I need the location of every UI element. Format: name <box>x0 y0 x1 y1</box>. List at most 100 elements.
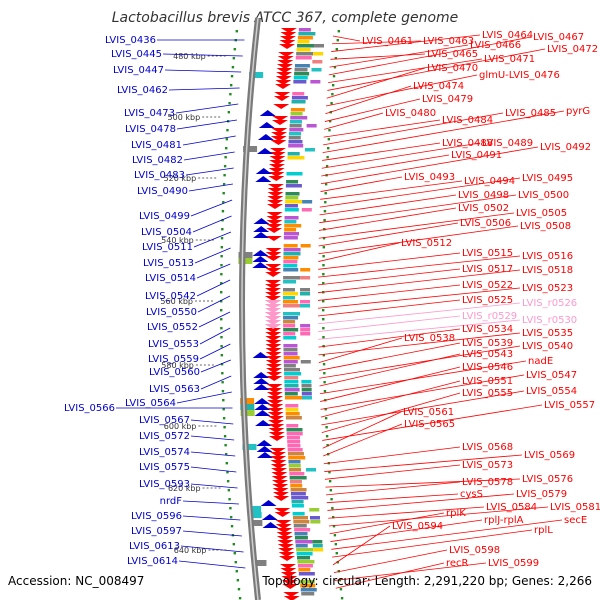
left-gene-label[interactable]: LVIS_0462 <box>117 85 168 96</box>
right-gene-label[interactable]: LVIS_0522 <box>462 280 513 291</box>
left-gene-label[interactable]: LVIS_0567 <box>139 415 190 426</box>
left-gene-label[interactable]: LVIS_0483 <box>134 170 185 181</box>
left-gene-label[interactable]: LVIS_0481 <box>131 140 182 151</box>
right-gene-label[interactable]: LVIS_0515 <box>462 248 513 259</box>
right-gene-label[interactable]: LVIS_0573 <box>462 460 513 471</box>
right-gene-label[interactable]: recR <box>446 558 469 569</box>
right-gene-label[interactable]: LVIS_0516 <box>522 251 573 262</box>
right-gene-label[interactable]: LVIS_0506 <box>460 218 511 229</box>
left-gene-label[interactable]: LVIS_0514 <box>145 273 196 284</box>
right-gene-label[interactable]: LVIS_0492 <box>540 142 591 153</box>
right-gene-label[interactable]: LVIS_0523 <box>522 283 573 294</box>
right-gene-label[interactable]: LVIS_0557 <box>544 400 595 411</box>
right-gene-label[interactable]: LVIS_0598 <box>449 545 500 556</box>
right-gene-label[interactable]: LVIS_0493 <box>404 172 455 183</box>
left-gene-label[interactable]: LVIS_0436 <box>105 35 156 46</box>
right-gene-label[interactable]: LVIS_0540 <box>522 341 573 352</box>
right-gene-label[interactable]: LVIS_0508 <box>520 221 571 232</box>
right-gene-label[interactable]: LVIS_0551 <box>462 376 513 387</box>
left-gene-label[interactable]: LVIS_0482 <box>132 155 183 166</box>
left-gene-label[interactable]: LVIS_0490 <box>137 186 188 197</box>
left-gene-label[interactable]: LVIS_0550 <box>146 307 197 318</box>
left-gene-label[interactable]: LVIS_0596 <box>131 511 182 522</box>
right-gene-label[interactable]: LVIS_0561 <box>403 407 454 418</box>
right-gene-label[interactable]: pyrG <box>566 106 590 117</box>
right-gene-label[interactable]: LVIS_0579 <box>516 489 567 500</box>
right-gene-label[interactable]: LVIS_0594 <box>392 521 443 532</box>
right-gene-label[interactable]: LVIS_0525 <box>462 295 513 306</box>
right-gene-label[interactable]: LVIS_0578 <box>462 477 513 488</box>
left-gene-label[interactable]: LVIS_0513 <box>143 258 194 269</box>
right-gene-label[interactable]: LVIS_0584 <box>486 502 537 513</box>
right-gene-label[interactable]: LVIS_0500 <box>518 190 569 201</box>
right-gene-label[interactable]: LVIS_0488 <box>442 138 493 149</box>
left-gene-label[interactable]: LVIS_0473 <box>124 108 175 119</box>
right-gene-label[interactable]: LVIS_0568 <box>462 442 513 453</box>
left-gene-label[interactable]: LVIS_0614 <box>127 556 178 567</box>
right-gene-label[interactable]: LVIS_0518 <box>522 265 573 276</box>
left-gene-label[interactable]: LVIS_0574 <box>139 447 190 458</box>
right-gene-label[interactable]: LVIS_0502 <box>458 203 509 214</box>
left-gene-label[interactable]: LVIS_0447 <box>113 65 164 76</box>
right-gene-label[interactable]: LVIS_0491 <box>451 150 502 161</box>
right-gene-label[interactable]: LVIS_0555 <box>462 388 513 399</box>
left-gene-label[interactable]: LVIS_0566 <box>64 403 115 414</box>
left-gene-label[interactable]: LVIS_0613 <box>129 541 180 552</box>
rna-gene-label[interactable]: LVIS_r0529 <box>462 311 517 322</box>
rna-gene-label[interactable]: LVIS_r0526 <box>522 298 577 309</box>
right-gene-label[interactable]: LVIS_0539 <box>462 338 513 349</box>
right-gene-label[interactable]: LVIS_0512 <box>401 238 452 249</box>
left-gene-label[interactable]: LVIS_0445 <box>111 49 162 60</box>
right-gene-label[interactable]: rplK <box>446 508 466 519</box>
right-gene-label[interactable]: rplL <box>534 525 553 536</box>
left-gene-label[interactable]: LVIS_0559 <box>148 354 199 365</box>
right-gene-label[interactable]: cysS <box>460 489 483 500</box>
right-gene-label[interactable]: LVIS_0461 <box>362 36 413 47</box>
right-gene-label[interactable]: LVIS_0465 <box>427 49 478 60</box>
left-gene-label[interactable]: LVIS_0552 <box>147 322 198 333</box>
right-gene-label[interactable]: LVIS_0498 <box>458 190 509 201</box>
right-gene-label[interactable]: LVIS_0464 <box>482 30 533 41</box>
right-gene-label[interactable]: nadE <box>528 356 553 367</box>
right-gene-label[interactable]: LVIS_0534 <box>462 324 513 335</box>
right-gene-label[interactable]: LVIS_0599 <box>488 558 539 569</box>
right-gene-label[interactable]: LVIS_0495 <box>522 173 573 184</box>
left-gene-label[interactable]: LVIS_0553 <box>148 339 199 350</box>
left-gene-label[interactable]: LVIS_0504 <box>141 227 192 238</box>
left-gene-label[interactable]: LVIS_0511 <box>142 242 193 253</box>
right-gene-label[interactable]: LVIS_0569 <box>524 450 575 461</box>
left-gene-label[interactable]: nrdF <box>160 496 183 507</box>
left-gene-label[interactable]: LVIS_0593 <box>139 479 190 490</box>
right-gene-label[interactable]: LVIS_0581 <box>550 502 600 513</box>
left-gene-label[interactable]: LVIS_0560 <box>149 367 200 378</box>
right-gene-label[interactable]: LVIS_0466 <box>470 40 521 51</box>
right-gene-label[interactable]: LVIS_0546 <box>462 362 513 373</box>
left-gene-label[interactable]: LVIS_0478 <box>125 124 176 135</box>
right-gene-label[interactable]: LVIS_0535 <box>522 328 573 339</box>
right-gene-label[interactable]: LVIS_0471 <box>484 54 535 65</box>
left-gene-label[interactable]: LVIS_0499 <box>139 211 190 222</box>
right-gene-label[interactable]: LVIS_0474 <box>413 81 464 92</box>
left-gene-label[interactable]: LVIS_0597 <box>131 526 182 537</box>
right-gene-label[interactable]: LVIS_0517 <box>462 264 513 275</box>
right-gene-label[interactable]: LVIS_0479 <box>422 94 473 105</box>
right-gene-label[interactable]: LVIS_0547 <box>526 370 577 381</box>
right-gene-label[interactable]: LVIS_0472 <box>547 44 598 55</box>
right-gene-label[interactable]: LVIS_0494 <box>464 176 515 187</box>
left-gene-label[interactable]: LVIS_0564 <box>125 398 176 409</box>
right-gene-label[interactable]: LVIS_0538 <box>404 333 455 344</box>
right-gene-label[interactable]: LVIS_0485 <box>505 108 556 119</box>
right-gene-label[interactable]: rplJ-rplA <box>484 515 524 526</box>
rna-gene-label[interactable]: LVIS_r0530 <box>522 315 577 326</box>
right-gene-label[interactable]: LVIS_0467 <box>533 32 584 43</box>
right-gene-label[interactable]: LVIS_0543 <box>462 349 513 360</box>
left-gene-label[interactable]: LVIS_0572 <box>139 431 190 442</box>
right-gene-label[interactable]: LVIS_0470 <box>427 63 478 74</box>
right-gene-label[interactable]: glmU-LVIS_0476 <box>479 70 560 81</box>
right-gene-label[interactable]: LVIS_0565 <box>404 419 455 430</box>
right-gene-label[interactable]: LVIS_0480 <box>385 108 436 119</box>
right-gene-label[interactable]: LVIS_0576 <box>522 474 573 485</box>
right-gene-label[interactable]: LVIS_0554 <box>526 386 577 397</box>
left-gene-label[interactable]: LVIS_0542 <box>145 291 196 302</box>
left-gene-label[interactable]: LVIS_0563 <box>149 384 200 395</box>
